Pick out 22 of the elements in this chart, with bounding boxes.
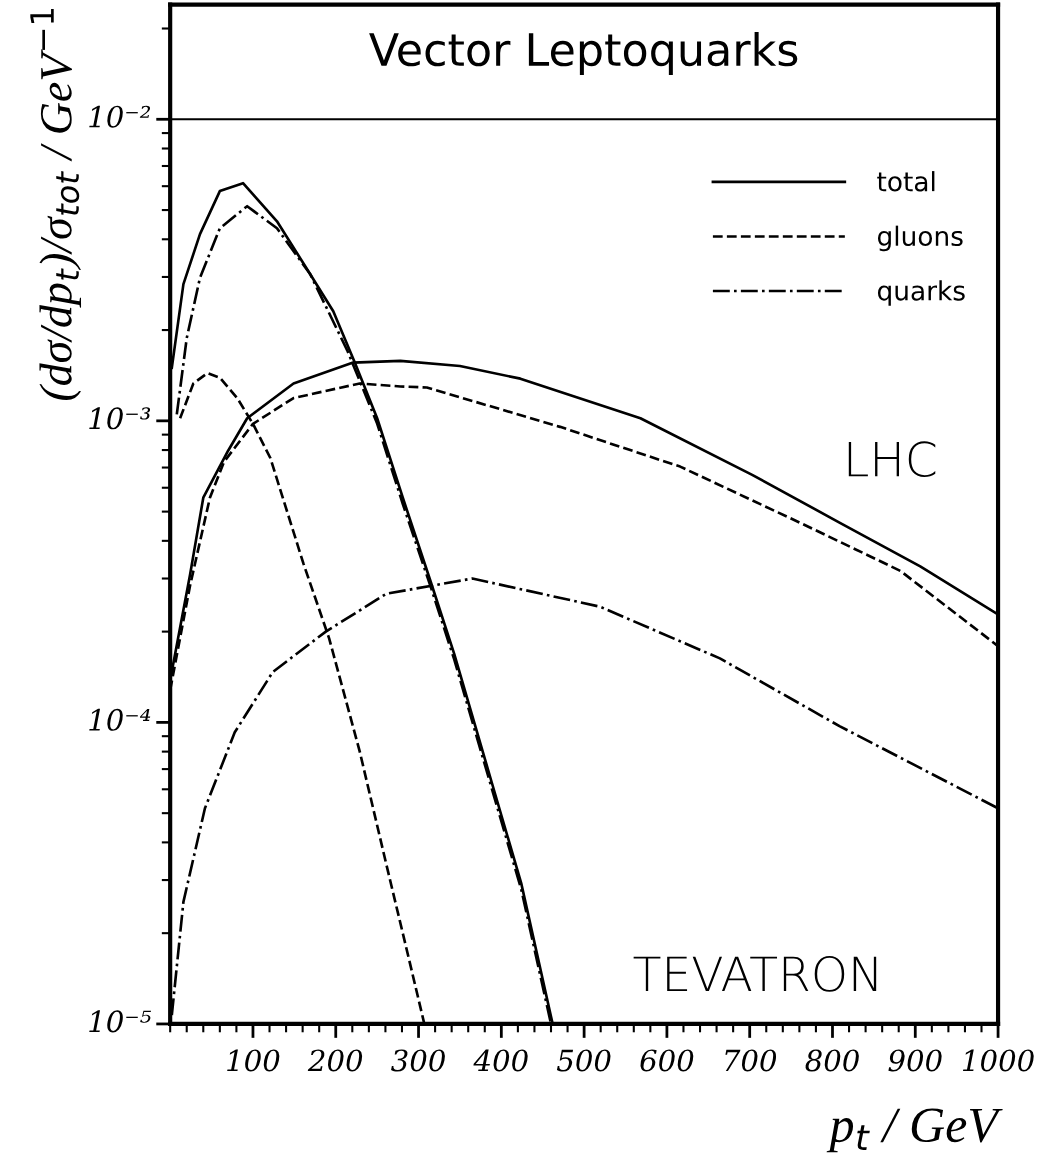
y-tick-label: 10⁻² xyxy=(89,105,151,128)
y-axis-title: (dσ/dp$_{t}$)/σ$_{tot}$ / GeV$^{−1}$ xyxy=(30,8,82,400)
x-tick-label: 1000 xyxy=(962,1049,1034,1072)
x-tick-label: 700 xyxy=(725,1049,777,1072)
x-tick-label: 300 xyxy=(391,1049,445,1072)
x-tick-label: 100 xyxy=(227,1049,280,1072)
y-tick-label: 10⁻⁵ xyxy=(89,1010,152,1033)
annotation: LHC xyxy=(848,441,936,478)
x-tick-label: 500 xyxy=(556,1049,611,1072)
x-tick-label: 200 xyxy=(307,1049,363,1072)
legend-label: gluons xyxy=(877,225,963,252)
x-axis-title: p$_{t}$ / GeV xyxy=(826,1108,1003,1153)
y-tick-label: 10⁻⁴ xyxy=(89,708,151,731)
x-tick-label: 600 xyxy=(640,1049,694,1072)
y-tick-label: 10⁻³ xyxy=(89,407,151,430)
x-tick-label: 900 xyxy=(888,1049,942,1072)
x-tick-label: 800 xyxy=(805,1049,859,1072)
annotation: TEVATRON xyxy=(633,956,877,992)
legend-label: quarks xyxy=(877,280,965,306)
x-tick-label: 400 xyxy=(473,1049,528,1072)
text: Vector Leptoquarks xyxy=(369,31,798,75)
legend-label: total xyxy=(877,171,935,192)
